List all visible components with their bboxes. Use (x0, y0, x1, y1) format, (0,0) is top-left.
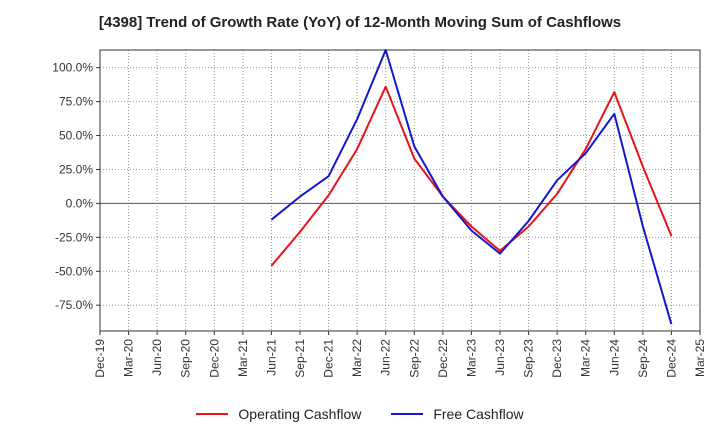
y-tick-label: 0.0% (66, 196, 94, 210)
series-line-operating-cashflow (270, 85, 673, 267)
legend-swatch-free-cashflow (391, 413, 424, 415)
x-tick-label: Dec-23 (550, 339, 564, 378)
x-tick-label: Mar-24 (579, 339, 593, 377)
x-tick-label: Sep-23 (522, 339, 536, 378)
plot-frame (99, 49, 701, 332)
x-tick-label: Dec-24 (664, 339, 678, 378)
y-tick-label: 100.0% (52, 61, 93, 75)
legend: Operating Cashflow Free Cashflow (0, 406, 720, 422)
x-tick-label: Mar-25 (693, 339, 707, 377)
x-tick-label: Dec-21 (322, 339, 336, 378)
x-tick-label: Mar-20 (122, 339, 136, 377)
legend-item-operating-cashflow: Operating Cashflow (196, 406, 361, 422)
x-tick-label: Dec-22 (436, 339, 450, 378)
x-tick-label: Jun-22 (379, 339, 393, 376)
x-tick-label: Mar-22 (350, 339, 364, 377)
y-tick-label: -25.0% (55, 230, 93, 244)
x-tick-label: Sep-24 (636, 339, 650, 378)
x-tick-label: Dec-19 (93, 339, 107, 378)
y-tick-label: 50.0% (59, 129, 93, 143)
y-tick-label: -75.0% (55, 298, 93, 312)
tick-label-layer: 100.0% 75.0% 50.0% 25.0% 0.0% -25.0% -50.0% -75… (52, 61, 707, 378)
legend-label-operating-cashflow: Operating Cashflow (238, 406, 362, 422)
series-line-free-cashflow (270, 49, 673, 325)
legend-label-free-cashflow: Free Cashflow (433, 406, 524, 422)
legend-item-free-cashflow: Free Cashflow (391, 406, 524, 422)
x-tick-label: Jun-24 (607, 339, 621, 376)
y-tick-label: 75.0% (59, 95, 93, 109)
grid-layer (100, 50, 700, 331)
chart-title: [4398] Trend of Growth Rate (YoY) of 12-… (98, 14, 622, 31)
x-tick-label: Sep-20 (179, 339, 193, 378)
x-tick-label: Mar-21 (236, 339, 250, 377)
y-tick-label: 25.0% (59, 162, 93, 176)
x-tick-label: Sep-22 (407, 339, 421, 378)
x-tick-label: Jun-20 (150, 339, 164, 376)
x-tick-label: Sep-21 (293, 339, 307, 378)
axis-layer (96, 49, 701, 335)
x-tick-label: Jun-23 (493, 339, 507, 376)
legend-swatch-operating-cashflow (196, 413, 229, 415)
x-tick-label: Dec-20 (207, 339, 221, 378)
series-layer (270, 49, 673, 325)
x-tick-label: Jun-21 (264, 339, 278, 376)
x-tick-label: Mar-23 (464, 339, 478, 377)
y-tick-label: -50.0% (55, 264, 93, 278)
